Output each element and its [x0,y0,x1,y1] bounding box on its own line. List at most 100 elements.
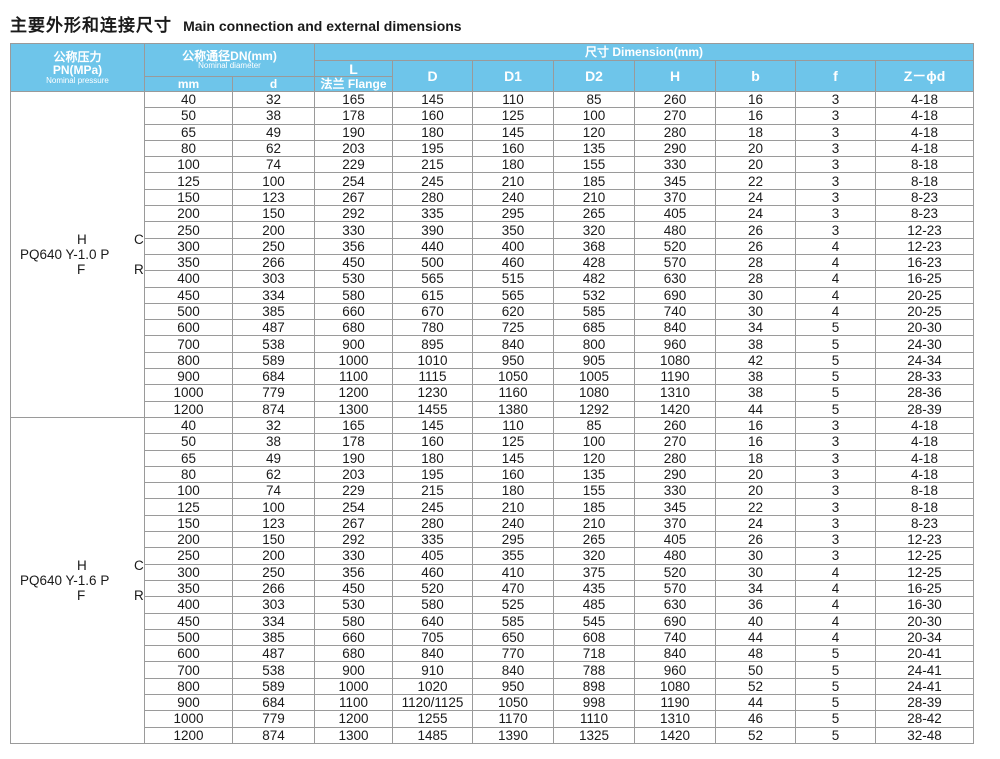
table-row: 1200 874 1300 1485 1390 1325 1420 52 5 32-48 [11,726,975,744]
table-cell: 640 [392,612,474,630]
table-cell: 180 [472,156,555,174]
table-cell: 210 [553,188,636,207]
table-cell: 62 [231,465,316,484]
table-row: 80 62 203 195 160 135 290 20 3 4-18 [11,465,975,484]
model-code-r: R [134,261,144,277]
table-cell: 12-23 [875,221,975,239]
table-cell: 150 [231,531,316,549]
table-cell: 229 [314,482,394,500]
table-cell: 840 [634,645,717,663]
table-cell: 390 [392,221,474,239]
table-cell: 5 [795,368,877,386]
table-cell: 165 [314,416,394,435]
table-cell: 20-41 [875,645,975,663]
table-cell: 190 [314,123,394,141]
table-cell: 30 [715,547,797,565]
dimension-table: 公称压力 PN(MPa) Nominal pressure 公称通径DN(mm)… [10,43,975,744]
table-row: 500 385 660 705 650 608 740 44 4 20-34 [11,628,975,647]
table-cell: 1100 [314,693,394,712]
table-cell: 135 [553,139,636,158]
table-cell: 330 [634,482,717,500]
table-row: 250 200 330 405 355 320 480 30 3 12-25 [11,547,975,565]
table-cell: 589 [231,351,316,370]
table-cell: 3 [795,139,877,158]
table-cell: 1255 [392,710,474,728]
table-cell: 690 [634,612,717,630]
table-cell: 203 [314,139,394,158]
table-row: 700 538 900 895 840 800 960 38 5 24-30 [11,335,975,353]
table-cell: 8-23 [875,514,975,533]
table-row: 200 150 292 335 295 265 405 26 3 12-23 [11,531,975,549]
table-cell: 250 [144,547,233,565]
table-cell: 1115 [392,368,474,386]
model-code-c: C [134,231,144,247]
table-cell: 1485 [392,726,474,744]
table-cell: 334 [231,286,316,304]
table-cell: 44 [715,693,797,712]
table-cell: 44 [715,628,797,647]
table-cell: 260 [634,416,717,435]
table-cell: 405 [634,531,717,549]
table-row: 65 49 190 180 145 120 280 18 3 4-18 [11,123,975,141]
page-title: 主要外形和连接尺寸 Main connection and external d… [10,12,462,40]
table-cell: 1310 [634,384,717,402]
table-cell: 5 [795,661,877,679]
table-row: 400 303 530 580 525 485 630 36 4 16-30 [11,596,975,614]
table-cell: 4 [795,563,877,581]
table-cell: 123 [231,188,316,207]
table-row: H C PQ640 Y-1.0 P F R 40 32 165 145 110 85 260 16 3 4-… [10,90,975,418]
table-cell: 4 [795,612,877,630]
table-cell: 125 [472,107,555,125]
table-cell: 38 [715,368,797,386]
table-cell: 155 [553,482,636,500]
table-cell: 16-25 [875,270,975,288]
table-cell: 16 [715,433,797,451]
table-cell: 100 [144,482,233,500]
table-row: 500 385 660 670 620 585 740 30 4 20-25 [11,302,975,321]
table-cell: 125 [144,498,233,516]
table-cell: 950 [472,677,555,695]
table-cell: 718 [553,645,636,663]
table-cell: 1390 [472,726,555,744]
table-cell: 840 [634,319,717,337]
table-cell: 690 [634,286,717,304]
table-cell: 34 [715,319,797,337]
table-cell: 210 [472,498,555,516]
table-cell: 500 [392,253,474,272]
table-cell: 600 [144,645,233,663]
table-cell: 670 [392,302,474,321]
table-cell: 1200 [314,710,394,728]
table-cell: 840 [472,335,555,353]
table-cell: 24-41 [875,677,975,695]
table-cell: 4-18 [875,465,975,484]
table-cell: 74 [231,482,316,500]
table-cell: 110 [472,416,555,435]
table-row: 125 100 254 245 210 185 345 22 3 8-18 [11,498,975,516]
table-cell: 267 [314,188,394,207]
table-cell: 295 [472,205,555,223]
table-cell: 3 [795,205,877,223]
table-cell: 1100 [314,368,394,386]
table-cell: 20 [715,139,797,158]
header-mm: mm [144,76,233,92]
table-cell: 50 [144,107,233,125]
table-cell: 38 [715,384,797,402]
table-row: 700 538 900 910 840 788 960 50 5 24-41 [11,661,975,679]
table-cell: 350 [144,579,233,598]
table-cell: 20 [715,465,797,484]
table-cell: 200 [144,531,233,549]
title-chinese: 主要外形和连接尺寸 [10,16,172,36]
table-cell: 200 [144,205,233,223]
table-cell: 185 [553,498,636,516]
table-cell: 30 [715,563,797,581]
table-cell: 178 [314,433,394,451]
table-cell: 905 [553,351,636,370]
table-cell: 195 [392,139,474,158]
table-cell: 950 [472,351,555,370]
table-cell: 145 [472,123,555,141]
table-cell: 20 [715,156,797,174]
table-cell: 4-18 [875,416,975,435]
table-cell: 440 [392,237,474,255]
table-cell: 80 [144,465,233,484]
